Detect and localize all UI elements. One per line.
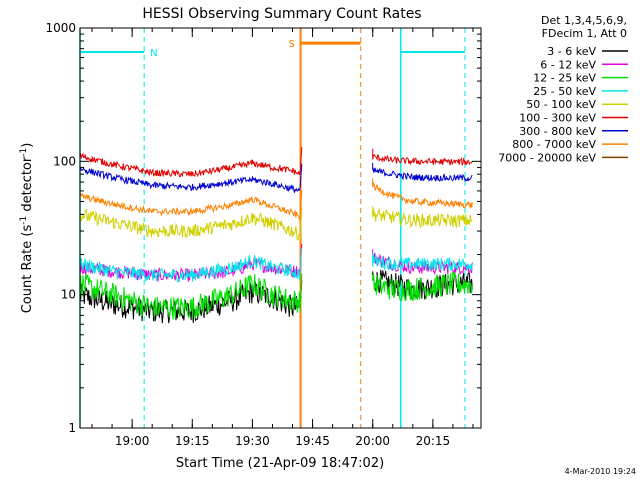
series-line [372, 206, 473, 229]
x-tick-label: 19:00 [115, 434, 150, 448]
annotation-saa-label: S [289, 39, 295, 50]
legend-item-label: 6 - 12 keV [540, 58, 596, 71]
y-axis-label-exp2: -1 [19, 148, 29, 157]
y-axis-label-end: ) [20, 143, 35, 148]
footer-date: 4-Mar-2010 19:24 [565, 467, 636, 476]
series-line [372, 148, 473, 167]
chart-title: HESSI Observing Summary Count Rates [142, 6, 421, 22]
series-line [372, 252, 473, 272]
legend-item-label: 50 - 100 keV [526, 98, 596, 111]
series-line [79, 273, 303, 320]
series-layer [79, 146, 473, 324]
legend: Det 1,3,4,5,6,9, FDecim 1, Att 0 3 - 6 k… [498, 14, 628, 164]
series-line [79, 280, 303, 324]
legend-header-line-1: Det 1,3,4,5,6,9, [541, 14, 627, 27]
series-line [79, 146, 303, 178]
series-line [372, 249, 473, 276]
series-line [79, 207, 303, 241]
x-tick-label: 20:15 [416, 434, 451, 448]
y-tick-label: 10 [61, 288, 76, 302]
x-tick-label: 19:15 [175, 434, 210, 448]
legend-item-label: 12 - 25 keV [533, 72, 596, 85]
y-tick-label: 100 [53, 154, 76, 168]
plot-frame [79, 27, 482, 429]
x-tick-label: 19:30 [235, 434, 270, 448]
y-axis-ticks: 1 10 100 1000 [45, 21, 481, 435]
series-line [79, 247, 303, 283]
series-line [79, 163, 303, 193]
series-line [372, 271, 473, 302]
y-axis-label-base: Count Rate (s [20, 225, 35, 314]
x-axis-ticks: 19:00 19:15 19:30 19:45 20:00 20:15 [91, 28, 474, 448]
legend-item-label: 3 - 6 keV [547, 45, 596, 58]
y-tick-label: 1 [68, 421, 76, 435]
x-tick-label: 20:00 [355, 434, 390, 448]
legend-item-label: 100 - 300 keV [519, 112, 596, 125]
legend-item-label: 25 - 50 keV [533, 85, 596, 98]
x-tick-label: 19:45 [295, 434, 330, 448]
series-line [79, 190, 303, 221]
legend-header-line-2: FDecim 1, Att 0 [542, 27, 627, 40]
y-axis-label-exp1: -1 [19, 216, 29, 225]
legend-item-label: 300 - 800 keV [519, 125, 596, 138]
x-axis-label: Start Time (21-Apr-09 18:47:02) [176, 456, 384, 471]
series-line [372, 162, 473, 183]
legend-item-label: 800 - 7000 keV [512, 138, 596, 151]
y-tick-label: 1000 [45, 21, 76, 35]
annotation-night-label: N [150, 48, 157, 59]
y-axis-label: Count Rate (s-1 detector-1) [19, 143, 35, 314]
series-line [372, 178, 473, 209]
y-axis-label-mid: detector [20, 156, 35, 216]
legend-item-label: 7000 - 20000 keV [498, 151, 596, 164]
